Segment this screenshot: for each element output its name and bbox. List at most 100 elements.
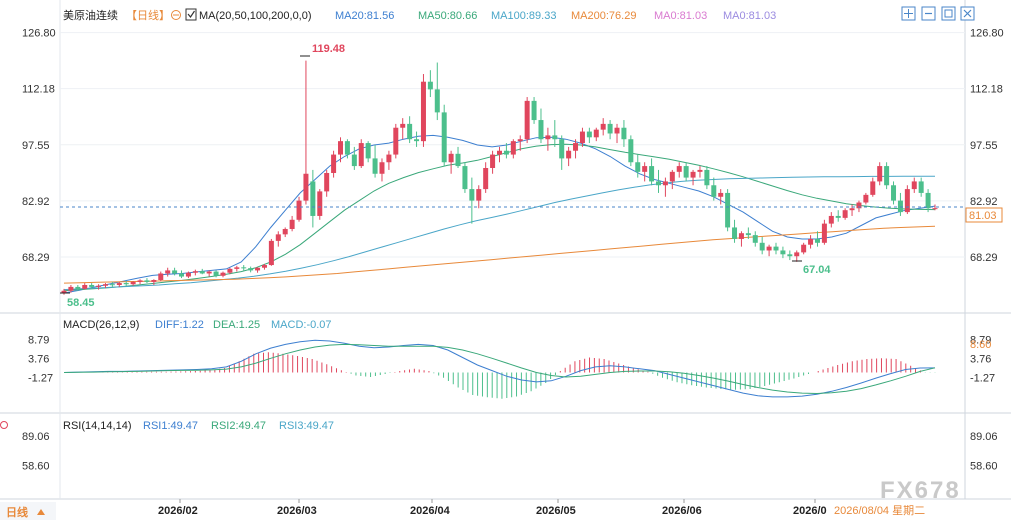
low-mid-annotation: 67.04 — [803, 264, 831, 276]
candle — [759, 237, 765, 255]
candle-body — [593, 129, 599, 138]
candle-body — [586, 131, 592, 138]
triangle-up-icon[interactable] — [37, 509, 45, 515]
candle-body — [738, 233, 744, 239]
candle — [897, 192, 903, 216]
footer-date: 2026/08/04 星期二 — [834, 504, 925, 517]
candle — [801, 242, 807, 255]
minus-icon[interactable] — [921, 6, 936, 21]
candle-body — [338, 141, 344, 155]
candle — [490, 150, 496, 174]
candle-body — [690, 171, 696, 178]
candle — [787, 250, 793, 261]
candle — [545, 127, 551, 151]
candle — [683, 162, 689, 182]
candle-body — [877, 166, 883, 182]
candle-body — [642, 166, 648, 172]
price-tick-right: 68.29 — [970, 252, 998, 264]
candle-body — [179, 273, 185, 277]
time-axis: 2026/02 2026/03 2026/04 2026/05 2026/06 2026/… — [158, 499, 827, 517]
candle-body — [462, 166, 468, 190]
candle-body — [116, 283, 122, 285]
candle-body — [379, 162, 385, 174]
candle — [379, 158, 385, 182]
candle-body — [683, 166, 689, 178]
candle — [427, 70, 433, 98]
price-tick-right: 112.18 — [970, 84, 1003, 96]
candle-body — [82, 284, 88, 289]
candle — [766, 244, 772, 257]
high-annotation: 119.48 — [312, 43, 345, 55]
candle — [794, 250, 800, 262]
candle-body — [821, 223, 827, 243]
candle-body — [282, 228, 288, 235]
candle — [925, 189, 931, 213]
candle — [96, 284, 102, 290]
candle — [261, 263, 267, 270]
price-tick-left: 112.18 — [22, 84, 55, 96]
candle-body — [628, 139, 634, 163]
candle — [206, 270, 212, 277]
ma-toggle-checkbox-icon[interactable] — [185, 8, 197, 21]
macd-pane: 8.79 8.79 3.76 3.76 -1.27 -1.27 — [28, 335, 995, 399]
candle-body — [220, 272, 226, 276]
candle-body — [517, 139, 523, 142]
candle — [904, 185, 910, 215]
candle-body — [469, 189, 475, 201]
candle-body — [932, 208, 938, 210]
period-toggle-button[interactable] — [0, 502, 56, 520]
candle — [538, 108, 544, 144]
candle — [821, 219, 827, 245]
candle-body — [808, 238, 814, 245]
candle-body — [427, 81, 433, 90]
candle — [289, 215, 295, 232]
candle-body — [241, 267, 247, 269]
candle-body — [414, 139, 420, 142]
settings-circle-icon[interactable] — [171, 10, 181, 20]
ma20-value: MA20:81.56 — [335, 10, 394, 22]
watermark: FX678 — [880, 477, 961, 504]
candle-body — [579, 131, 585, 144]
period-toggle-label[interactable]: 日线 — [6, 505, 28, 519]
period-label[interactable]: 【日线】 — [126, 8, 170, 22]
close-icon[interactable] — [960, 6, 975, 21]
ma200-value: MA200:76.29 — [571, 10, 636, 22]
restore-icon[interactable] — [941, 6, 956, 21]
rsi-pane: 89.06 89.06 58.60 58.60 — [22, 431, 998, 473]
ma-settings-label[interactable]: MA(20,50,100,200,0,0) — [199, 10, 312, 22]
candle-body — [61, 290, 67, 293]
candle — [780, 246, 786, 259]
candle-body — [925, 192, 931, 209]
candle-body — [448, 153, 454, 163]
candle-body — [897, 200, 903, 213]
candle-body — [130, 281, 136, 285]
candle — [642, 162, 648, 182]
candle — [607, 120, 613, 140]
candle-body — [248, 268, 254, 271]
candle-body — [393, 127, 399, 155]
candle-body — [904, 189, 910, 213]
candle — [676, 162, 682, 178]
candle — [420, 74, 426, 147]
candle-body — [718, 192, 724, 197]
macd-tick-left: 8.79 — [28, 335, 49, 347]
candle-body — [745, 233, 751, 236]
candle — [344, 139, 350, 159]
candle — [89, 283, 95, 289]
candle — [704, 166, 710, 190]
candle — [621, 120, 627, 147]
candle — [662, 177, 668, 197]
rsi-settings-icon[interactable] — [0, 421, 8, 429]
price-tick-left: 97.55 — [22, 140, 50, 152]
candle-body — [268, 240, 274, 266]
candle-body — [331, 154, 337, 173]
candle-body — [275, 234, 281, 241]
candle — [932, 204, 938, 211]
candle — [109, 281, 115, 287]
fullscreen-icon[interactable] — [901, 6, 916, 21]
candle — [738, 231, 744, 247]
candle-body — [102, 284, 108, 286]
candle-body — [794, 252, 800, 257]
candle — [386, 150, 392, 170]
